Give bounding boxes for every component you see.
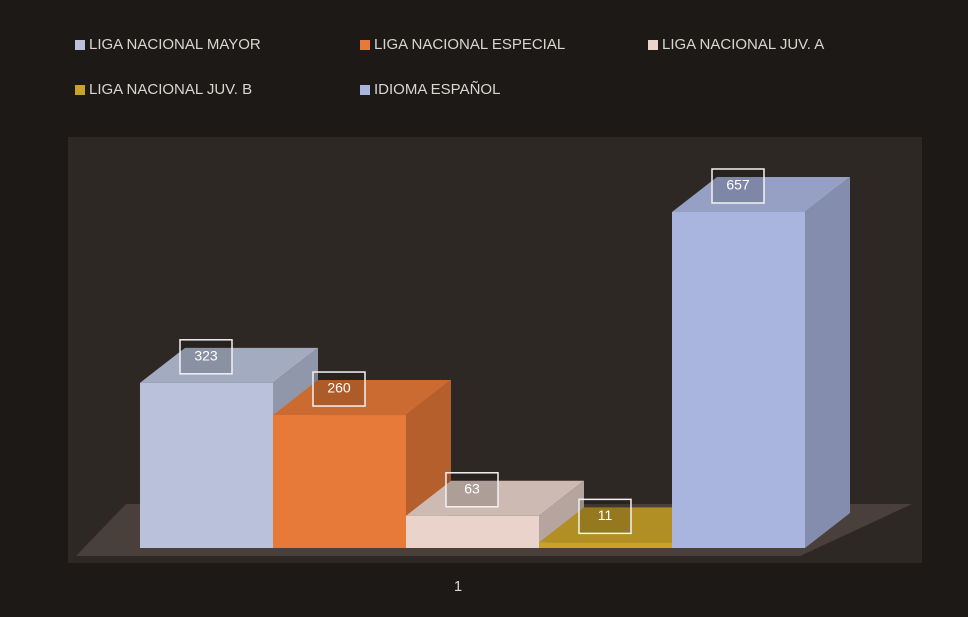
bar-side bbox=[539, 480, 584, 548]
bar bbox=[140, 382, 273, 548]
bar bbox=[406, 515, 539, 548]
data-label-box bbox=[445, 472, 499, 508]
legend-label: LIGA NACIONAL JUV. B bbox=[89, 81, 252, 98]
data-label: 63 bbox=[464, 480, 480, 496]
x-tick-label: 1 bbox=[454, 578, 462, 595]
legend-label: LIGA NACIONAL ESPECIAL bbox=[374, 36, 565, 53]
data-label-box bbox=[312, 371, 366, 407]
data-label: 260 bbox=[327, 380, 351, 396]
data-label: 11 bbox=[598, 507, 613, 523]
bar bbox=[539, 542, 672, 548]
legend-swatch bbox=[360, 85, 370, 95]
bar bbox=[672, 212, 805, 548]
data-label-box bbox=[711, 168, 765, 204]
data-label: 657 bbox=[726, 177, 750, 193]
legend-swatch bbox=[360, 40, 370, 50]
legend-swatch bbox=[75, 85, 85, 95]
data-label-box bbox=[578, 498, 632, 535]
legend-label: IDIOMA ESPAÑOL bbox=[374, 81, 500, 98]
bar bbox=[273, 415, 406, 548]
legend-swatch bbox=[648, 40, 658, 50]
data-label: 323 bbox=[194, 348, 218, 364]
data-label-box bbox=[179, 339, 233, 375]
bar-side bbox=[805, 177, 850, 548]
legend-label: LIGA NACIONAL JUV. A bbox=[662, 36, 824, 53]
legend-swatch bbox=[75, 40, 85, 50]
legend-label: LIGA NACIONAL MAYOR bbox=[89, 36, 261, 53]
